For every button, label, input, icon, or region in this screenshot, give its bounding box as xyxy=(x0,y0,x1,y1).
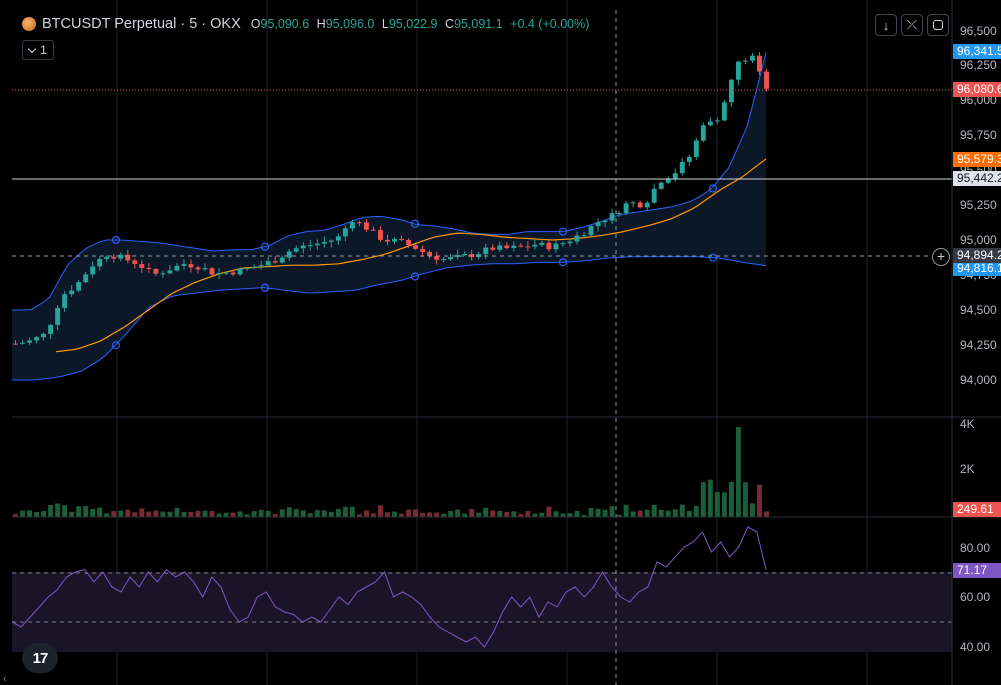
last-price-tag: 96,080.6 xyxy=(953,82,1001,97)
ema-price-tag: 95,579.3 xyxy=(953,152,1001,167)
price-tick: 96,250 xyxy=(960,58,997,72)
price-tick: 95,000 xyxy=(960,233,997,247)
last-rsi-tag: 71.17 xyxy=(953,563,1001,578)
download-arrow-icon[interactable]: ↓ xyxy=(875,14,897,36)
price-tick: 94,500 xyxy=(960,303,997,317)
bollinger-markers xyxy=(111,184,718,350)
close-label: C xyxy=(444,17,454,31)
rsi-tick: 40.00 xyxy=(960,640,990,654)
close-value: 95,091.1 xyxy=(454,17,503,31)
open-value: 95,090.6 xyxy=(260,17,310,31)
bollinger-lower-line xyxy=(12,256,767,381)
volume-tick: 2K xyxy=(960,462,975,476)
bb-upper-price-tag: 96,341.5 xyxy=(953,44,1001,59)
rsi-tick: 60.00 xyxy=(960,590,990,604)
low-value: 95,022.9 xyxy=(388,17,438,31)
price-tick: 95,250 xyxy=(960,198,997,212)
btc-coin-icon xyxy=(22,17,36,31)
ohlc-values: O95,090.6 H95,096.0 L95,022.9 C95,091.1 … xyxy=(251,17,594,31)
collapse-arrows-icon[interactable]: ⤫ xyxy=(901,14,923,36)
symbol-title[interactable]: BTCUSDT Perpetual · 5 · OKX xyxy=(42,16,241,32)
open-label: O xyxy=(250,17,261,31)
fullscreen-icon[interactable] xyxy=(927,14,949,36)
candles-group xyxy=(13,52,769,345)
price-tick: 94,000 xyxy=(960,373,997,387)
indicators-count: 1 xyxy=(40,43,47,57)
bollinger-upper-line xyxy=(12,52,767,311)
bb-lower-price-tag: 94,816.1 xyxy=(953,261,1001,276)
volume-bars xyxy=(13,427,769,517)
volume-axis[interactable]: 4K 2K xyxy=(960,417,975,476)
indicators-toggle-button[interactable]: 1 xyxy=(22,40,54,60)
rsi-axis[interactable]: 80.00 60.00 40.00 xyxy=(960,541,990,654)
chart-grid xyxy=(116,0,868,685)
high-label: H xyxy=(316,17,326,31)
add-plus-icon[interactable]: + xyxy=(932,248,950,266)
chart-toolbar: ↓ ⤫ xyxy=(875,14,949,36)
tradingview-logo[interactable]: 17 xyxy=(22,643,58,673)
rsi-line xyxy=(11,526,767,648)
crosshair-price-tag: 94,894.2 xyxy=(953,248,1001,263)
chevron-down-icon xyxy=(27,44,37,53)
scroll-left-icon[interactable]: ‹ xyxy=(3,673,7,685)
symbol-legend[interactable]: BTCUSDT Perpetual · 5 · OKX O95,090.6 H9… xyxy=(22,16,593,32)
low-label: L xyxy=(381,17,389,31)
rsi-band-fill xyxy=(12,572,952,652)
rsi-tick: 80.00 xyxy=(960,541,990,555)
ema-line xyxy=(55,158,767,353)
price-tick: 95,750 xyxy=(960,128,997,142)
bollinger-band-fill xyxy=(12,52,766,381)
price-tick: 96,500 xyxy=(960,24,997,38)
horizontal-line-price-tag[interactable]: 95,442.2 xyxy=(953,171,1001,186)
price-tick: 94,250 xyxy=(960,338,997,352)
price-axis[interactable]: 96,500 96,250 96,000 95,750 95,500 95,25… xyxy=(960,24,997,387)
volume-tick: 4K xyxy=(960,417,975,431)
change-value: +0.4 (+0.00%) xyxy=(510,17,590,31)
last-volume-tag: 249.61 xyxy=(953,502,1001,517)
high-value: 95,096.0 xyxy=(325,17,375,31)
